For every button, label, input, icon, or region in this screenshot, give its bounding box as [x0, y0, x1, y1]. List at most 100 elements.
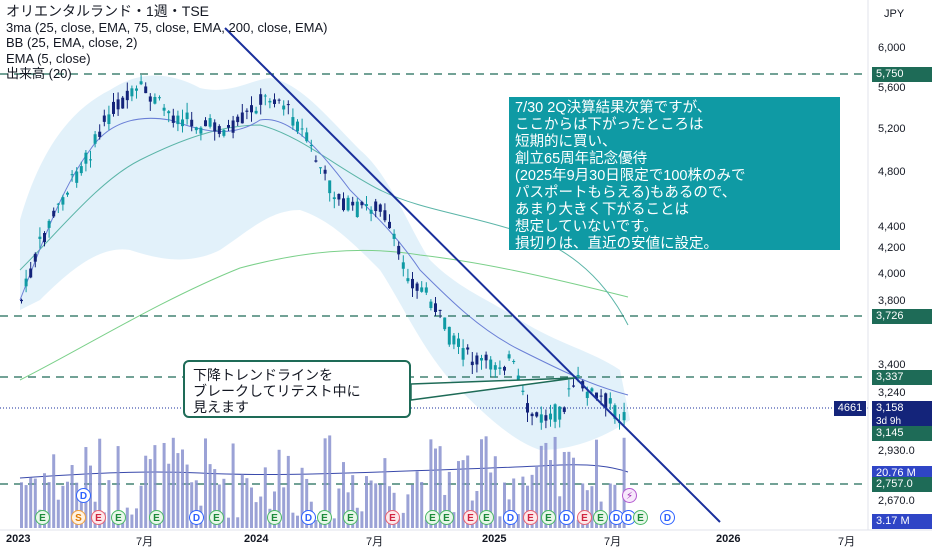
downtrend-line[interactable] — [224, 27, 721, 523]
y-tick: 4,800 — [878, 166, 906, 178]
volume-last-label[interactable]: 3.17 M — [872, 514, 932, 529]
dividend-marker[interactable]: D — [301, 510, 316, 525]
earnings-marker[interactable]: E — [267, 510, 282, 525]
dividend-marker[interactable]: D — [76, 488, 91, 503]
volume-bar — [231, 443, 235, 528]
earnings-marker[interactable]: E — [149, 510, 164, 525]
x-tick: 2023 — [6, 533, 31, 545]
candle — [231, 120, 235, 133]
earnings-marker[interactable]: E — [541, 510, 556, 525]
volume-bar — [240, 474, 244, 528]
volume-bar — [130, 514, 134, 528]
volume-bar — [512, 478, 516, 528]
volume-bar — [572, 457, 575, 528]
volume-bar — [608, 483, 612, 528]
candle — [424, 287, 428, 293]
earnings-marker[interactable]: E — [425, 510, 440, 525]
earnings-marker[interactable]: E — [385, 510, 400, 525]
earnings-marker[interactable]: E — [593, 510, 608, 525]
candle — [130, 88, 134, 97]
volume-bar — [526, 485, 529, 528]
level-label-3726[interactable]: 3,726 — [872, 309, 932, 324]
earnings-marker[interactable]: E — [35, 510, 50, 525]
candle — [401, 262, 405, 269]
dividend-marker[interactable]: D — [559, 510, 574, 525]
bb-legend[interactable]: BB (25, EMA, close, 2) — [6, 35, 138, 50]
y-tick: 2,930.0 — [878, 445, 915, 457]
volume-bar — [498, 516, 502, 528]
candle — [148, 96, 152, 102]
chart-title[interactable]: オリエンタルランド・1週・TSE — [6, 3, 210, 19]
volume-bar — [622, 437, 626, 528]
x-tick: 7月 — [838, 536, 856, 548]
candle — [406, 278, 410, 282]
earnings-marker[interactable]: E — [343, 510, 358, 525]
volume-bar — [447, 471, 451, 528]
dividend-marker[interactable]: D — [503, 510, 518, 525]
volume-legend[interactable]: 出来高 (20) — [6, 66, 72, 81]
candle — [107, 114, 111, 125]
dividend-marker[interactable]: D — [189, 510, 204, 525]
volume-bar — [116, 446, 120, 528]
ma-legend[interactable]: 3ma (25, close, EMA, 75, close, EMA, 200… — [6, 19, 328, 35]
callout-pointer — [410, 377, 576, 401]
currency-label[interactable]: JPY — [884, 8, 905, 20]
y-tick: 4,400 — [878, 221, 906, 233]
volume-bar — [590, 486, 594, 528]
earnings-marker[interactable]: E — [479, 510, 494, 525]
earnings-marker[interactable]: E — [463, 510, 478, 525]
earnings-marker[interactable]: E — [439, 510, 454, 525]
ema-legend[interactable]: EMA (5, close) — [6, 50, 91, 66]
lightning-marker[interactable]: ⚡ — [622, 488, 637, 503]
earnings-marker[interactable]: E — [91, 510, 106, 525]
candle — [535, 412, 539, 417]
candle — [521, 390, 525, 392]
level-label-5750[interactable]: 5,750 — [872, 67, 932, 82]
candle — [61, 197, 65, 205]
earnings-marker[interactable]: E — [577, 510, 592, 525]
x-tick: 2026 — [716, 533, 741, 545]
dividend-marker[interactable]: D — [660, 510, 675, 525]
candle — [296, 121, 299, 132]
candle — [190, 119, 194, 127]
level-label-3337[interactable]: 3,337 — [872, 370, 932, 385]
note-line: ここからは下がったところは — [515, 117, 704, 133]
level-label-2757[interactable]: 2,757.0 — [872, 477, 932, 492]
candle — [369, 209, 373, 214]
candle — [286, 104, 290, 106]
candle — [378, 204, 382, 212]
candle — [277, 99, 281, 101]
candle — [208, 118, 212, 127]
earnings-marker[interactable]: E — [633, 510, 648, 525]
ema-25-line — [19, 117, 629, 396]
candle — [66, 192, 69, 195]
volume-bar — [61, 485, 65, 528]
candle — [33, 253, 37, 262]
y-tick: 4,200 — [878, 242, 906, 254]
candle — [337, 193, 341, 200]
last-price-label[interactable]: 3,158 — [872, 401, 932, 416]
earnings-marker[interactable]: E — [317, 510, 332, 525]
candle — [480, 357, 483, 361]
split-marker[interactable]: S — [71, 510, 86, 525]
earnings-marker[interactable]: E — [111, 510, 126, 525]
note-line: 短期的に買い、 — [515, 134, 617, 150]
candle — [512, 361, 516, 363]
candle — [125, 90, 129, 101]
level-label-3145[interactable]: 3,145 — [872, 426, 932, 441]
candle — [475, 355, 479, 365]
volume-bar — [171, 437, 175, 528]
candle — [43, 232, 46, 243]
symbol-badge[interactable]: 4661 — [834, 401, 866, 416]
earnings-marker[interactable]: E — [523, 510, 538, 525]
volume-bar — [190, 482, 194, 528]
earnings-marker[interactable]: E — [209, 510, 224, 525]
volume-bar — [406, 494, 410, 528]
candle — [167, 111, 171, 114]
analysis-note[interactable]: 7/30 2Q決算結果次第ですが、 ここからは下がったところは 短期的に買い、 … — [509, 97, 840, 252]
candle — [98, 131, 102, 137]
candle — [604, 393, 608, 409]
trendline-callout[interactable]: 下降トレンドラインを ブレークしてリテスト中に 見えます — [183, 360, 411, 418]
candle — [438, 309, 442, 311]
